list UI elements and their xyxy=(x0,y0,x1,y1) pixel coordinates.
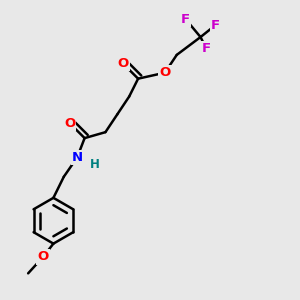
Text: O: O xyxy=(64,117,75,130)
Text: O: O xyxy=(159,66,170,79)
Text: O: O xyxy=(38,250,49,263)
Text: H: H xyxy=(90,158,100,171)
Text: F: F xyxy=(202,42,211,56)
Text: F: F xyxy=(211,19,220,32)
Text: O: O xyxy=(118,57,129,70)
Text: F: F xyxy=(181,13,190,26)
Text: N: N xyxy=(72,151,83,164)
